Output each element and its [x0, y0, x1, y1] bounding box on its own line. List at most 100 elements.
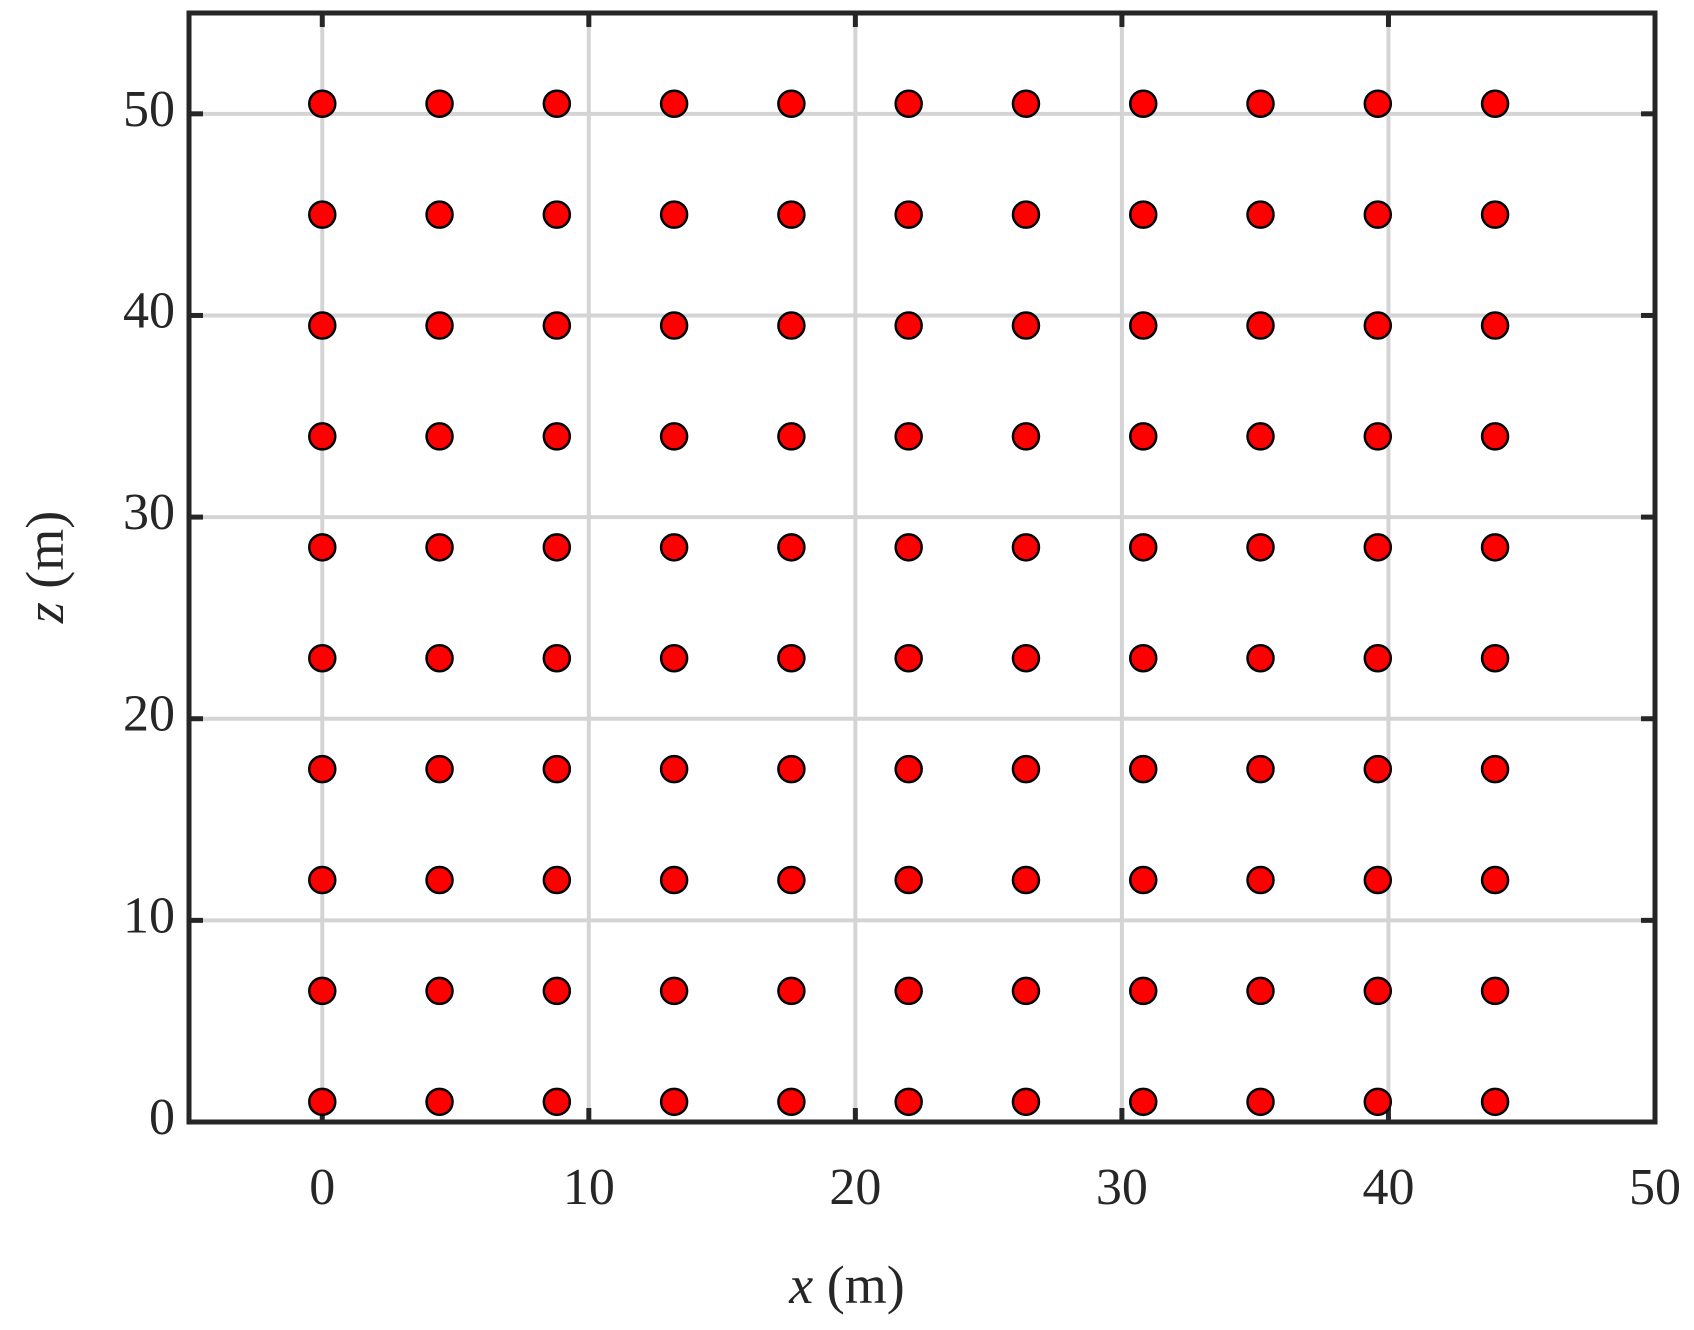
point [308, 643, 337, 673]
point [308, 89, 337, 118]
point [308, 311, 337, 340]
point [659, 643, 689, 673]
x-tick-label: 20 [829, 1159, 881, 1216]
point [1363, 1087, 1393, 1117]
point [1480, 754, 1510, 784]
point [894, 89, 923, 118]
point [308, 754, 337, 784]
point [308, 200, 337, 229]
point [1246, 1087, 1275, 1117]
point [659, 200, 689, 229]
y-tick-label: 50 [123, 81, 175, 138]
point [308, 533, 337, 562]
x-tick-label: 40 [1362, 1159, 1414, 1216]
point [1128, 865, 1158, 895]
point [542, 533, 572, 562]
point [1480, 1087, 1510, 1117]
point [1246, 533, 1275, 562]
point [425, 976, 454, 1006]
point [777, 1087, 806, 1117]
point [1246, 754, 1275, 784]
point [1246, 89, 1275, 118]
point [1246, 865, 1275, 895]
point [1246, 976, 1275, 1006]
point [1363, 533, 1393, 562]
point [1128, 422, 1158, 451]
point [777, 976, 806, 1006]
point [1011, 754, 1041, 784]
point [894, 533, 923, 562]
point [1011, 422, 1041, 451]
point [425, 422, 454, 451]
point [1128, 533, 1158, 562]
y-axis-label: z (m) [15, 510, 75, 624]
y-tick-label: 10 [123, 887, 175, 944]
point [425, 200, 454, 229]
point [1363, 89, 1393, 118]
point [1480, 422, 1510, 451]
point [659, 311, 689, 340]
y-tick-label: 20 [123, 686, 175, 743]
plot-frame [186, 10, 1658, 1125]
point [1011, 89, 1041, 118]
point [1011, 533, 1041, 562]
point [1480, 865, 1510, 895]
point [1128, 89, 1158, 118]
point [1128, 1087, 1158, 1117]
point [894, 865, 923, 895]
x-tick-label: 30 [1096, 1159, 1148, 1216]
point [425, 89, 454, 118]
point [1246, 200, 1275, 229]
point [308, 422, 337, 451]
point [659, 754, 689, 784]
point [308, 976, 337, 1006]
point [659, 976, 689, 1006]
point [659, 1087, 689, 1117]
point [542, 976, 572, 1006]
point [1011, 1087, 1041, 1117]
point [308, 865, 337, 895]
point [1011, 976, 1041, 1006]
point [542, 643, 572, 673]
point [1128, 643, 1158, 673]
point [1246, 311, 1275, 340]
point [542, 865, 572, 895]
point [1363, 865, 1393, 895]
point [1363, 754, 1393, 784]
point [1363, 311, 1393, 340]
point [425, 311, 454, 340]
point [425, 643, 454, 673]
point [1363, 643, 1393, 673]
point [777, 643, 806, 673]
point [425, 754, 454, 784]
y-tick-label: 40 [123, 282, 175, 339]
point [1011, 865, 1041, 895]
point [542, 754, 572, 784]
point [777, 754, 806, 784]
point [1246, 422, 1275, 451]
point [777, 422, 806, 451]
point [777, 533, 806, 562]
point [1480, 89, 1510, 118]
point [659, 865, 689, 895]
point [308, 1087, 337, 1117]
point [542, 1087, 572, 1117]
point [1480, 533, 1510, 562]
point [1128, 976, 1158, 1006]
x-tick-label: 50 [1629, 1159, 1681, 1216]
point [894, 1087, 923, 1117]
point [894, 200, 923, 229]
point [1363, 422, 1393, 451]
point [425, 533, 454, 562]
point [659, 422, 689, 451]
point [1128, 754, 1158, 784]
point [1246, 643, 1275, 673]
point [542, 311, 572, 340]
point [1128, 200, 1158, 229]
point [659, 533, 689, 562]
point [894, 643, 923, 673]
point [542, 422, 572, 451]
point [1363, 200, 1393, 229]
